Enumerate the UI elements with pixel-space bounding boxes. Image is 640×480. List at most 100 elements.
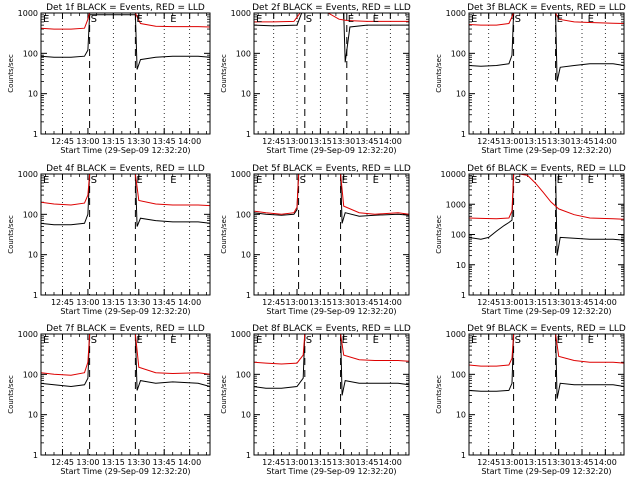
plot-frame — [40, 173, 211, 296]
y-tick-label: 100 — [23, 49, 38, 58]
x-tick-label: 12:45 — [477, 298, 500, 307]
x-axis-label: Start Time (29-Sep-09 12:32:20) — [60, 146, 190, 155]
y-tick-label: 100 — [451, 370, 466, 379]
y-tick-label: 1 — [33, 130, 38, 139]
y-tick-label: 10 — [456, 411, 466, 420]
saa-flag: S — [91, 335, 97, 346]
eclipse-flag: E — [557, 175, 563, 186]
y-axis-label: Counts/sec — [7, 215, 15, 254]
chart-title: Det 5f BLACK = Events, RED = LLD — [252, 164, 411, 174]
plot-frame — [40, 12, 211, 135]
events-series-line — [41, 14, 210, 70]
x-tick-label: 12:45 — [477, 137, 500, 146]
y-tick-label: 10 — [456, 261, 466, 270]
x-tick-label: 13:00 — [285, 298, 308, 307]
y-axis-label: Counts/sec — [220, 54, 228, 93]
x-tick-label: 13:00 — [76, 458, 99, 467]
eclipse-flag: E — [170, 335, 176, 346]
eclipse-flag: E — [43, 14, 49, 25]
lld-series-line — [469, 13, 624, 26]
eclipse-flag: E — [342, 175, 348, 186]
x-tick-label: 13:15 — [102, 458, 125, 467]
x-tick-label: 13:00 — [500, 137, 523, 146]
saa-flag: S — [515, 14, 521, 25]
eclipse-flag: E — [256, 335, 262, 346]
x-tick-label: 13:30 — [547, 458, 570, 467]
eclipse-flag: E — [43, 175, 49, 186]
y-tick-label: 1 — [33, 291, 38, 300]
eclipse-flag: E — [557, 335, 563, 346]
x-tick-label: 14:00 — [594, 298, 617, 307]
x-axis-label: Start Time (29-Sep-09 12:32:20) — [60, 467, 190, 476]
y-tick-label: 10 — [241, 411, 251, 420]
x-tick-label: 13:15 — [524, 458, 547, 467]
eclipse-flag: E — [136, 14, 142, 25]
x-tick-label: 13:15 — [524, 137, 547, 146]
x-tick-label: 14:00 — [379, 137, 402, 146]
y-tick-label: 1 — [246, 130, 251, 139]
chart-title: Det 9f BLACK = Events, RED = LLD — [467, 324, 626, 334]
saa-flag: S — [515, 335, 521, 346]
x-axis-label: Start Time (29-Sep-09 12:32:20) — [266, 467, 396, 476]
eclipse-flag: E — [588, 175, 594, 186]
chart-title: Det 1f BLACK = Events, RED = LLD — [46, 3, 205, 13]
x-tick-label: 14:00 — [594, 458, 617, 467]
eclipse-flag: E — [256, 14, 262, 25]
x-tick-label: 12:45 — [51, 137, 74, 146]
chart-panel: Det 6f BLACK = Events, RED = LLD Counts/s… — [435, 164, 626, 316]
y-tick-label: 1000 — [231, 170, 251, 179]
events-series-line — [469, 174, 624, 256]
x-tick-label: 13:45 — [355, 137, 378, 146]
x-tick-label: 13:45 — [153, 458, 176, 467]
saa-flag: S — [306, 14, 312, 25]
lld-series-line — [41, 13, 210, 30]
saa-flag: S — [515, 175, 521, 186]
eclipse-flag: E — [471, 175, 477, 186]
saa-flag: S — [306, 335, 312, 346]
eclipse-flag: E — [373, 175, 379, 186]
x-tick-label: 13:30 — [332, 137, 355, 146]
plot-frame — [468, 333, 625, 456]
y-axis-label: Counts/sec — [7, 375, 15, 414]
x-tick-label: 13:15 — [309, 458, 332, 467]
x-tick-label: 13:30 — [127, 298, 150, 307]
saa-flag: S — [91, 14, 97, 25]
chart-title: Det 8f BLACK = Events, RED = LLD — [252, 324, 411, 334]
chart-panel: Det 3f BLACK = Events, RED = LLD Counts/s… — [435, 3, 626, 155]
y-axis-label: Counts/sec — [435, 215, 443, 254]
plot-frame — [468, 12, 625, 135]
x-tick-label: 13:00 — [500, 458, 523, 467]
y-tick-label: 1 — [461, 451, 466, 460]
y-tick-label: 10000 — [441, 170, 466, 179]
lld-series-line — [41, 334, 210, 376]
x-tick-label: 14:00 — [178, 458, 201, 467]
x-tick-label: 13:30 — [127, 458, 150, 467]
lld-series-line — [254, 174, 409, 215]
y-tick-label: 100 — [236, 210, 251, 219]
y-tick-label: 100 — [236, 370, 251, 379]
x-tick-label: 12:45 — [51, 298, 74, 307]
x-tick-label: 13:45 — [153, 298, 176, 307]
chart-panel: Det 7f BLACK = Events, RED = LLD Counts/s… — [7, 324, 211, 476]
eclipse-flag: E — [471, 335, 477, 346]
chart-title: Det 7f BLACK = Events, RED = LLD — [46, 324, 205, 334]
eclipse-flag: E — [43, 335, 49, 346]
y-tick-label: 1 — [33, 451, 38, 460]
events-series-line — [41, 334, 210, 391]
y-tick-label: 10 — [241, 90, 251, 99]
y-axis-label: Counts/sec — [435, 375, 443, 414]
x-tick-label: 13:30 — [127, 137, 150, 146]
x-tick-label: 14:00 — [379, 298, 402, 307]
saa-flag: S — [91, 175, 97, 186]
x-tick-label: 13:15 — [524, 298, 547, 307]
y-tick-label: 1000 — [18, 9, 38, 18]
chart-title: Det 2f BLACK = Events, RED = LLD — [252, 3, 411, 13]
x-tick-label: 12:45 — [262, 458, 285, 467]
y-tick-label: 10 — [456, 90, 466, 99]
plot-frame — [468, 173, 625, 296]
events-series-line — [254, 13, 409, 63]
x-tick-label: 12:45 — [51, 458, 74, 467]
y-tick-label: 10 — [241, 251, 251, 260]
x-tick-label: 13:15 — [102, 298, 125, 307]
